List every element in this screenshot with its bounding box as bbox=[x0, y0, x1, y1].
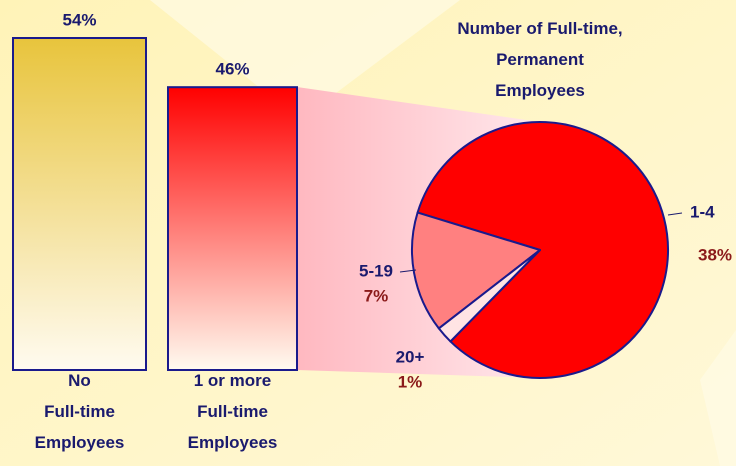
slice-label: 5-19 bbox=[359, 261, 393, 280]
category-label: 1 or more Full-time Employees bbox=[188, 371, 278, 452]
pie-slice bbox=[416, 121, 669, 379]
slice-value: 38% bbox=[698, 245, 732, 264]
slice-label: 20+ bbox=[396, 347, 425, 366]
pie-slice bbox=[437, 249, 541, 343]
light-ray bbox=[700, 330, 736, 466]
slice-value: 7% bbox=[364, 286, 389, 305]
light-ray bbox=[150, 0, 460, 120]
category-label: No Full-time Employees bbox=[35, 371, 125, 452]
pie-slice bbox=[411, 211, 541, 330]
pie-title: Number of Full-time, Permanent Employees bbox=[457, 19, 622, 100]
slice-value: 1% bbox=[398, 372, 423, 391]
value-label: 46% bbox=[215, 60, 249, 79]
bar bbox=[12, 37, 147, 371]
value-label: 54% bbox=[62, 10, 96, 29]
slice-label: 1-4 bbox=[690, 202, 715, 221]
leader-line bbox=[667, 212, 683, 216]
leader-line bbox=[399, 269, 417, 273]
bar bbox=[167, 86, 298, 372]
